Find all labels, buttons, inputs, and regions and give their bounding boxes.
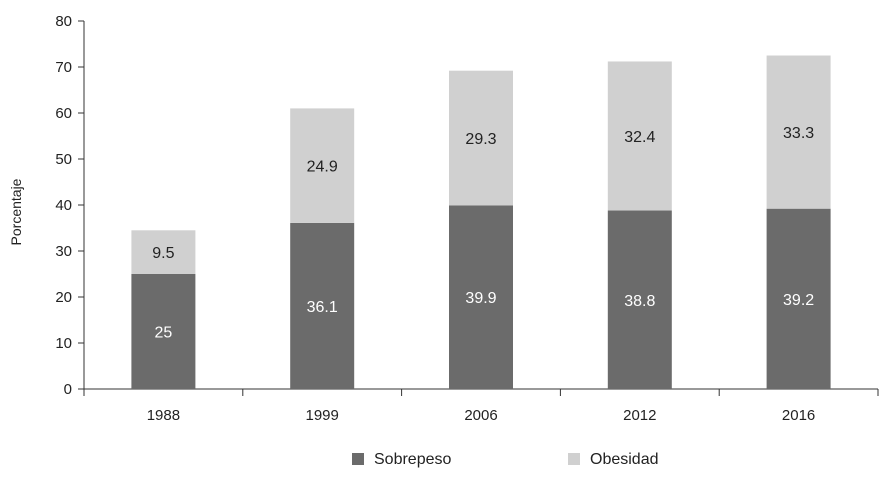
y-tick-label: 70 (55, 59, 72, 76)
obesidad-value-label: 24.9 (307, 159, 338, 176)
obesidad-value-label: 33.3 (783, 125, 814, 142)
y-tick-label: 50 (55, 151, 72, 168)
y-axis-title: Porcentaje (8, 178, 24, 245)
obesidad-bar (290, 108, 355, 223)
y-tick-label: 60 (55, 105, 72, 122)
obesidad-bar (131, 230, 196, 274)
x-tick-label: 1999 (306, 407, 339, 424)
obesidad-value-label: 32.4 (624, 129, 655, 146)
sobrepeso-value-label: 38.8 (624, 293, 655, 310)
obesidad-legend-label: Obesidad (590, 451, 659, 468)
obesidad-value-label: 9.5 (152, 245, 174, 262)
sobrepeso-bar (290, 222, 355, 389)
y-tick-label: 10 (55, 335, 72, 352)
sobrepeso-bar (607, 210, 672, 389)
y-tick-label: 30 (55, 243, 72, 260)
obesidad-bar (607, 61, 672, 211)
y-tick-label: 40 (55, 197, 72, 214)
sobrepeso-bar (131, 274, 196, 389)
sobrepeso-value-label: 39.9 (465, 290, 496, 307)
legend: Sobrepeso Obesidad (352, 451, 659, 468)
sobrepeso-value-label: 25 (155, 325, 173, 342)
obesidad-legend-swatch (568, 453, 580, 465)
sobrepeso-legend-label: Sobrepeso (374, 451, 451, 468)
y-tick-label: 0 (64, 381, 72, 398)
x-tick-label: 2006 (464, 407, 497, 424)
x-axis: 1988 1999 2006 2012 2016 (83, 388, 879, 424)
sobrepeso-bar (449, 205, 513, 389)
sobrepeso-value-label: 36.1 (307, 299, 338, 316)
y-tick-label: 20 (55, 289, 72, 306)
obesidad-bar (766, 55, 831, 209)
y-tick-label: 80 (55, 13, 72, 30)
bars: 25 9.5 36.1 24.9 39.9 29.3 38.8 32.4 39.2 33.3 (131, 55, 831, 389)
x-tick-label: 2012 (623, 407, 656, 424)
sobrepeso-value-label: 39.2 (783, 292, 814, 309)
x-tick-label: 2016 (782, 407, 815, 424)
sobrepeso-legend-swatch (352, 453, 364, 465)
x-tick-label: 1988 (147, 407, 180, 424)
sobrepeso-bar (766, 208, 831, 389)
y-axis: 0 10 20 30 40 50 60 70 80 (55, 13, 85, 398)
obesidad-bar (449, 70, 513, 206)
obesidad-value-label: 29.3 (465, 131, 496, 148)
